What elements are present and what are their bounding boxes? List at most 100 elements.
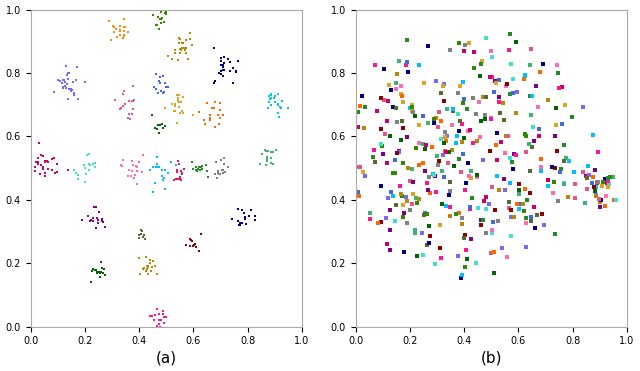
- Point: [170, 103, 180, 109]
- Point: [277, 98, 287, 104]
- Point: [216, 62, 227, 68]
- Point: [484, 201, 495, 207]
- Point: [611, 197, 621, 203]
- Point: [448, 106, 458, 112]
- Point: [268, 161, 278, 167]
- Point: [123, 29, 133, 35]
- Point: [175, 36, 186, 42]
- Point: [170, 47, 180, 53]
- Point: [77, 217, 87, 223]
- Point: [266, 92, 276, 98]
- Point: [228, 65, 238, 70]
- Point: [509, 214, 520, 220]
- Point: [360, 173, 371, 179]
- Point: [264, 93, 275, 99]
- Point: [596, 197, 606, 203]
- Point: [515, 201, 525, 207]
- Point: [458, 151, 468, 157]
- Point: [566, 114, 577, 120]
- Point: [220, 169, 230, 175]
- Point: [413, 122, 424, 128]
- Point: [223, 56, 234, 62]
- Point: [161, 80, 171, 86]
- Point: [159, 186, 170, 192]
- Point: [579, 170, 589, 175]
- Point: [150, 86, 161, 92]
- Point: [403, 165, 413, 171]
- Point: [423, 43, 433, 49]
- Point: [142, 263, 152, 269]
- Point: [69, 167, 79, 173]
- Point: [159, 105, 170, 111]
- Point: [435, 109, 445, 115]
- Point: [557, 85, 568, 91]
- Point: [429, 173, 440, 178]
- Point: [591, 193, 601, 199]
- Point: [118, 157, 128, 162]
- Point: [486, 250, 496, 256]
- Point: [550, 122, 561, 128]
- Point: [472, 174, 482, 180]
- Point: [234, 222, 244, 228]
- Point: [115, 27, 125, 33]
- Point: [157, 125, 168, 131]
- Point: [521, 215, 531, 221]
- Point: [42, 167, 52, 173]
- Point: [63, 167, 73, 173]
- Point: [170, 108, 180, 114]
- Point: [210, 124, 220, 130]
- Point: [179, 45, 189, 51]
- Point: [134, 160, 144, 165]
- Point: [551, 105, 561, 111]
- Point: [150, 263, 160, 269]
- Point: [134, 232, 144, 238]
- Point: [458, 96, 468, 102]
- Point: [118, 102, 128, 108]
- Point: [594, 196, 604, 202]
- Point: [118, 28, 129, 34]
- Point: [175, 177, 186, 183]
- Point: [481, 35, 492, 41]
- Point: [381, 160, 392, 165]
- Point: [457, 121, 467, 127]
- Point: [244, 213, 255, 219]
- Point: [159, 175, 169, 181]
- Point: [397, 99, 408, 105]
- Point: [151, 164, 161, 170]
- Point: [97, 216, 107, 222]
- Point: [26, 150, 36, 156]
- Point: [593, 179, 604, 185]
- Point: [383, 195, 393, 201]
- Point: [520, 186, 531, 192]
- Point: [440, 149, 451, 155]
- Point: [442, 106, 452, 112]
- Point: [422, 180, 433, 186]
- Point: [273, 102, 284, 108]
- Point: [152, 306, 162, 312]
- Point: [92, 215, 102, 221]
- Point: [135, 271, 145, 277]
- Point: [84, 162, 95, 168]
- Point: [217, 62, 227, 68]
- Point: [100, 224, 110, 230]
- Point: [152, 161, 163, 167]
- Point: [88, 215, 98, 221]
- Point: [582, 163, 593, 169]
- Point: [59, 78, 69, 83]
- Point: [34, 140, 44, 146]
- Point: [188, 167, 198, 173]
- Point: [100, 272, 111, 278]
- Point: [392, 151, 403, 157]
- Point: [514, 181, 524, 187]
- Point: [31, 159, 42, 165]
- Point: [537, 211, 547, 217]
- Point: [79, 165, 90, 171]
- Point: [64, 86, 74, 92]
- Point: [219, 161, 229, 167]
- Point: [90, 164, 100, 170]
- Point: [476, 222, 486, 228]
- Point: [216, 55, 226, 61]
- Point: [262, 154, 272, 160]
- Point: [423, 187, 433, 193]
- Point: [520, 72, 531, 78]
